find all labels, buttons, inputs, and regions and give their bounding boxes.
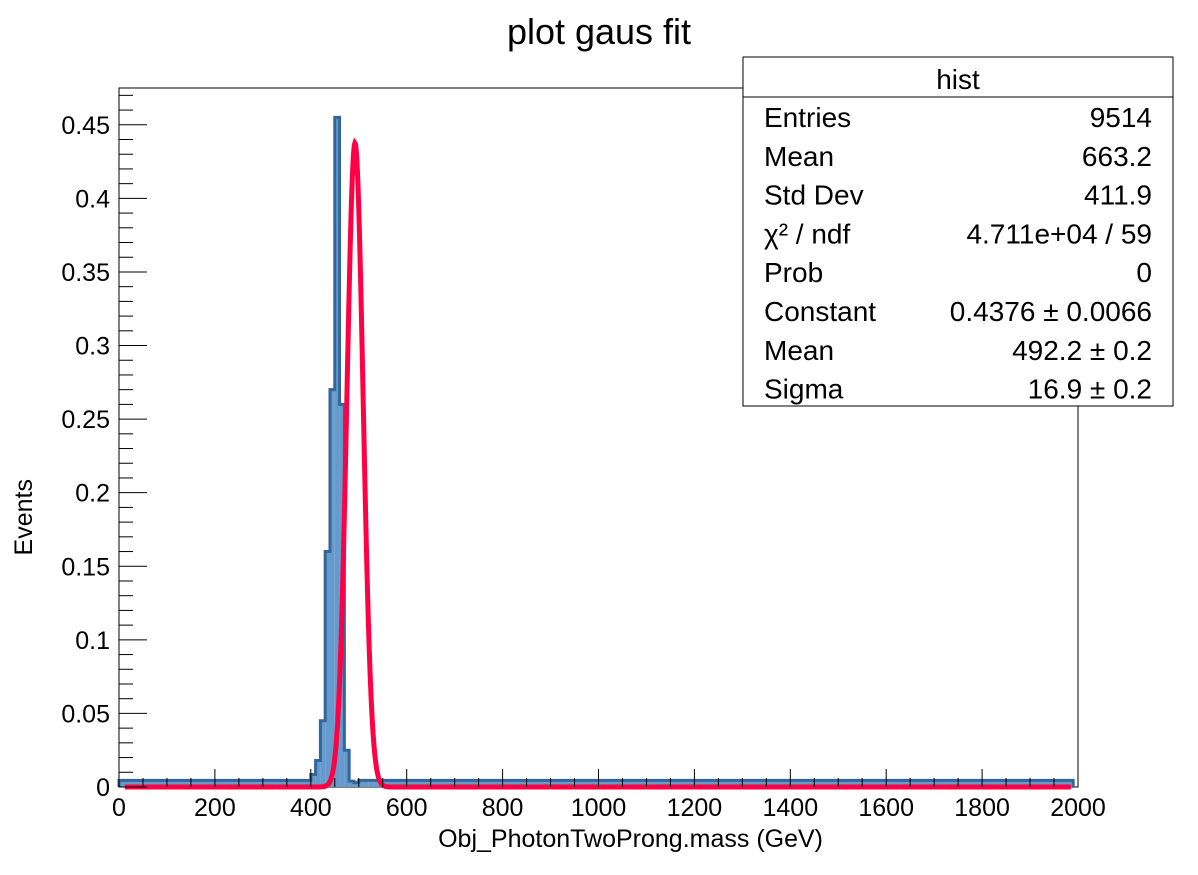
stats-row-label: χ² / ndf	[764, 218, 851, 249]
histogram-outline	[117, 115, 1075, 787]
stats-row-value: 9514	[1090, 102, 1152, 133]
y-tick-label: 0.25	[61, 406, 110, 434]
stats-row-value: 0.4376 ± 0.0066	[950, 296, 1152, 327]
stats-row-value: 16.9 ± 0.2	[1028, 374, 1152, 405]
y-tick-label: 0.3	[75, 333, 110, 361]
stats-row-value: 0	[1136, 257, 1152, 288]
stats-box-title: hist	[936, 64, 980, 95]
stats-row-value: 411.9	[1084, 180, 1152, 211]
y-tick-label: 0.05	[61, 700, 110, 728]
y-tick-label: 0.15	[61, 553, 110, 581]
stats-row-label: Std Dev	[764, 180, 864, 211]
gaus-fit-curve	[124, 137, 1071, 790]
stats-box: hist Entries 9514 Mean 663.2 Std Dev 411.9 χ² …	[742, 56, 1174, 407]
histogram-bin	[315, 760, 321, 787]
histogram-bin	[349, 781, 354, 787]
histogram-bin	[358, 780, 364, 787]
x-axis: 0 200 400 600 800 1000 1200 1400 1600 1800 2000	[112, 769, 1106, 822]
x-tick-label: 800	[482, 794, 524, 822]
x-tick-label: 400	[290, 794, 332, 822]
x-tick-label: 1200	[667, 794, 723, 822]
y-tick-label: 0	[96, 774, 110, 802]
y-tick-label: 0.45	[61, 112, 110, 140]
histogram-bin	[325, 551, 330, 787]
x-tick-label: 1600	[858, 794, 914, 822]
x-tick-label: 0	[112, 794, 126, 822]
stats-row-value: 663.2	[1082, 141, 1152, 172]
y-axis: 0 0.05 0.1 0.15 0.2 0.25 0.3 0.35 0.4 0.45	[61, 94, 147, 802]
histogram-bin	[353, 782, 359, 787]
x-axis-label: Obj_PhotonTwoProng.mass (GeV)	[438, 825, 823, 853]
stats-box-frame	[742, 56, 1174, 407]
y-tick-label: 0.4	[75, 185, 110, 213]
stats-row-label: Entries	[764, 102, 851, 133]
stats-row-value: 492.2 ± 0.2	[1012, 335, 1152, 366]
x-tick-label: 200	[194, 794, 236, 822]
histogram-bin	[363, 780, 369, 787]
stats-row-label: Mean	[764, 141, 834, 172]
x-tick-label: 1800	[954, 794, 1010, 822]
stats-row-label: Prob	[764, 257, 823, 288]
x-tick-label: 1400	[762, 794, 818, 822]
histogram-bin	[344, 750, 350, 787]
histogram-bin	[334, 117, 340, 787]
stats-rows: Entries 9514 Mean 663.2 Std Dev 411.9 χ² / ndf…	[764, 102, 1152, 405]
stats-row-label: Mean	[764, 335, 834, 366]
histogram-bin	[377, 780, 1074, 787]
histogram-bin	[329, 389, 335, 787]
x-tick-label: 1000	[571, 794, 627, 822]
chart-title: plot gaus fit	[507, 11, 691, 52]
y-tick-label: 0.2	[75, 480, 110, 508]
stats-row-value: 4.711e+04 / 59	[966, 218, 1152, 249]
histogram-bin	[320, 720, 326, 787]
y-tick-label: 0.1	[75, 627, 110, 655]
y-tick-label: 0.35	[61, 259, 110, 287]
histogram-bin	[368, 780, 374, 787]
histogram-bin	[310, 774, 316, 787]
histogram-bin	[373, 780, 378, 787]
stats-row-label: Sigma	[764, 374, 844, 405]
stats-row-label: Constant	[764, 296, 876, 327]
y-axis-label: Events	[10, 479, 38, 555]
x-tick-label: 600	[386, 794, 428, 822]
x-tick-label: 2000	[1050, 794, 1106, 822]
